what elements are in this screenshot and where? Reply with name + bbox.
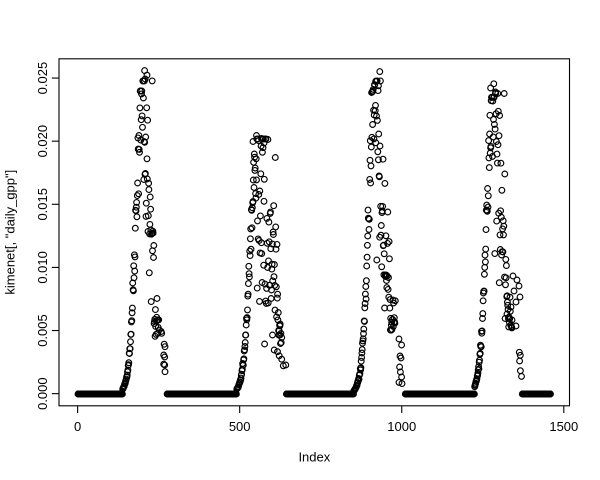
svg-text:0.000: 0.000 (35, 377, 50, 410)
svg-text:0.020: 0.020 (35, 125, 50, 158)
svg-text:1000: 1000 (387, 419, 416, 434)
svg-text:0.005: 0.005 (35, 314, 50, 347)
svg-text:Index: Index (298, 450, 330, 465)
svg-text:0.010: 0.010 (35, 251, 50, 284)
svg-text:0.015: 0.015 (35, 188, 50, 221)
svg-text:500: 500 (229, 419, 251, 434)
svg-text:kimenet[, "daily_gpp"]: kimenet[, "daily_gpp"] (2, 170, 17, 295)
svg-text:1500: 1500 (549, 419, 578, 434)
svg-text:0.025: 0.025 (35, 62, 50, 95)
svg-text:0: 0 (74, 419, 81, 434)
